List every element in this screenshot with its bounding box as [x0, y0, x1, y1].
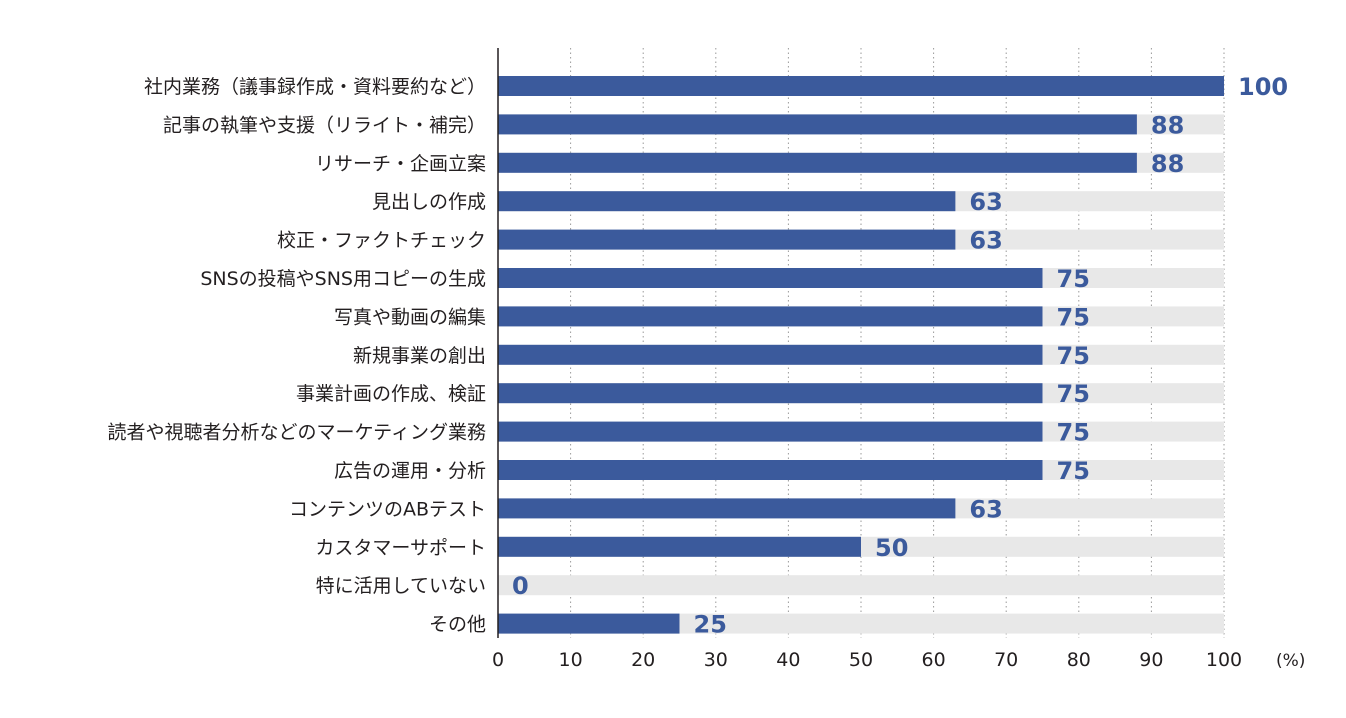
- bar: [498, 498, 956, 519]
- x-tick-label-30: 30: [704, 649, 728, 671]
- bar: [498, 152, 1137, 173]
- label-layer: 0 10 20 30 40 50 60 70 80 90 100 社内業務（議事録作成・資料要約など）…: [108, 73, 1289, 671]
- data-label: 50: [875, 534, 908, 562]
- category-label: リサーチ・企画立案: [315, 153, 486, 175]
- bar: [498, 383, 1043, 404]
- category-label: その他: [429, 614, 486, 636]
- category-label: SNSの投稿やSNS用コピーの生成: [200, 268, 486, 290]
- bar: [498, 229, 956, 250]
- data-label: 75: [1057, 419, 1090, 447]
- x-tick-label-100: 100: [1206, 649, 1242, 671]
- category-label: カスタマーサポート: [315, 537, 486, 559]
- x-tick-label-70: 70: [994, 649, 1018, 671]
- x-tick-label-80: 80: [1067, 649, 1091, 671]
- x-tick-label-50: 50: [849, 649, 873, 671]
- category-label: 広告の運用・分析: [334, 460, 486, 482]
- bar: [498, 421, 1043, 442]
- data-label: 75: [1057, 303, 1090, 331]
- data-label: 75: [1057, 342, 1090, 370]
- data-label: 100: [1238, 73, 1288, 101]
- bar: [498, 536, 861, 557]
- bar: [498, 460, 1043, 480]
- data-label: 63: [969, 495, 1002, 523]
- category-label: コンテンツのABテスト: [289, 498, 486, 520]
- x-tick-label-20: 20: [631, 649, 655, 671]
- bar: [498, 306, 1043, 327]
- category-label: 特に活用していない: [316, 575, 486, 597]
- bar: [498, 613, 680, 634]
- x-tick-label-60: 60: [922, 649, 946, 671]
- bar: [498, 344, 1043, 365]
- category-label: 事業計画の作成、検証: [296, 383, 486, 405]
- data-label: 63: [969, 227, 1002, 255]
- data-label: 88: [1151, 150, 1184, 178]
- category-label: 記事の執筆や支援（リライト・補完）: [163, 114, 486, 136]
- category-label: 見出しの作成: [372, 191, 486, 213]
- bar: [498, 76, 1224, 96]
- data-label: 25: [694, 611, 727, 639]
- x-tick-label-90: 90: [1139, 649, 1163, 671]
- bar-track: [498, 575, 1224, 596]
- bar-layer: [498, 76, 1224, 634]
- bar: [498, 268, 1043, 288]
- category-label: 新規事業の創出: [353, 345, 486, 367]
- category-label: 社内業務（議事録作成・資料要約など）: [144, 76, 486, 98]
- data-label: 88: [1151, 111, 1184, 139]
- x-tick-label-10: 10: [559, 649, 583, 671]
- bar: [498, 114, 1137, 135]
- category-label: 写真や動画の編集: [334, 306, 486, 328]
- data-label: 63: [969, 188, 1002, 216]
- x-axis-unit-label: (%): [1276, 651, 1305, 671]
- x-tick-label-0: 0: [492, 649, 504, 671]
- data-label: 75: [1057, 265, 1090, 293]
- data-label: 75: [1057, 380, 1090, 408]
- bar: [498, 191, 956, 212]
- x-tick-label-40: 40: [776, 649, 800, 671]
- category-label: 校正・ファクトチェック: [277, 230, 486, 252]
- data-label: 0: [512, 572, 529, 600]
- category-label: 読者や視聴者分析などのマーケティング業務: [108, 422, 486, 444]
- data-label: 75: [1057, 457, 1090, 485]
